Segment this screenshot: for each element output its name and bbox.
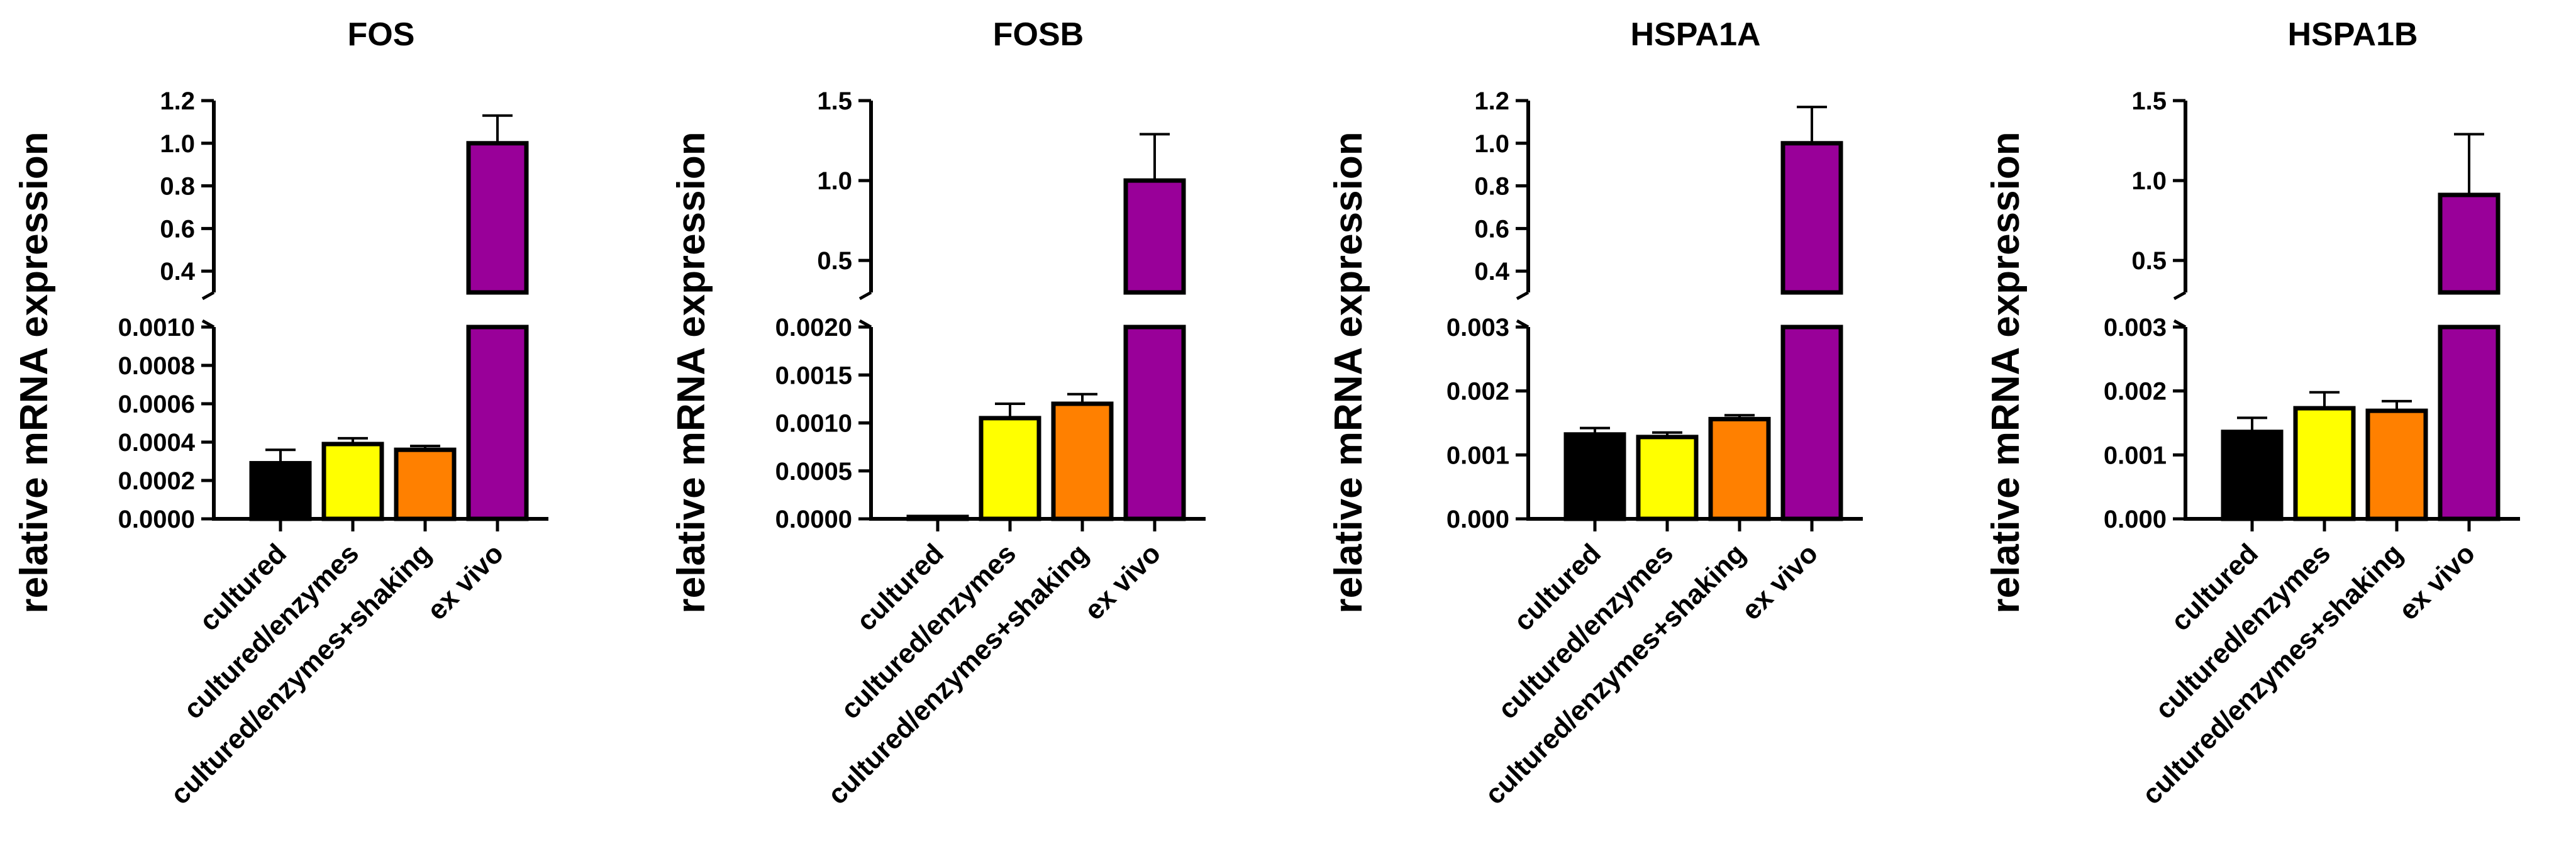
y-tick-label: 0.001 bbox=[1446, 441, 1509, 469]
y-tick-label: 0.4 bbox=[160, 258, 195, 286]
chart-title: FOS bbox=[348, 16, 415, 53]
y-tick-label: 0.003 bbox=[1446, 314, 1509, 341]
bar-2 bbox=[2293, 406, 2356, 521]
x-tick-label: cultured/enzymes+shaking bbox=[2136, 538, 2409, 810]
bar-4-upper bbox=[1123, 178, 1186, 295]
y-tick-label: 1.5 bbox=[817, 87, 852, 115]
bar-4-upper bbox=[466, 141, 529, 295]
y-tick-label: 0.8 bbox=[160, 173, 195, 201]
x-tick-label: ex vivo bbox=[1736, 538, 1824, 626]
chart-panel-hspa1a: HSPA1A relative mRNA expression 0.000 0.001… bbox=[1327, 16, 1863, 811]
bar-4-upper bbox=[2438, 192, 2501, 295]
y-tick-label: 0.003 bbox=[2104, 314, 2167, 341]
x-tick-label: ex vivo bbox=[2393, 538, 2481, 626]
bar-3 bbox=[1708, 416, 1771, 521]
bar-1 bbox=[249, 461, 312, 521]
y-tick-label: 0.0002 bbox=[118, 467, 195, 495]
x-tick-label: cultured/enzymes+shaking bbox=[822, 538, 1094, 810]
y-tick-label: 1.0 bbox=[1474, 130, 1509, 158]
y-tick-label: 0.002 bbox=[1446, 378, 1509, 406]
y-axis-label: relative mRNA expression bbox=[1984, 131, 2028, 613]
x-tick-label: cultured/enzymes+shaking bbox=[165, 538, 437, 810]
y-tick-label: 0.6 bbox=[160, 215, 195, 243]
axis-break-mark bbox=[1516, 291, 1530, 301]
axis-break-mark bbox=[858, 291, 872, 301]
y-tick-label: 0.0005 bbox=[775, 458, 852, 486]
bar-4-lower bbox=[1780, 325, 1843, 521]
bar-1 bbox=[906, 514, 969, 521]
bar-4-upper bbox=[1780, 141, 1843, 295]
y-tick-label: 1.2 bbox=[160, 87, 195, 115]
x-tick-label: cultured/enzymes+shaking bbox=[1479, 538, 1752, 810]
y-tick-label: 1.5 bbox=[2131, 87, 2167, 115]
y-tick-label: 0.8 bbox=[1474, 173, 1509, 201]
y-tick-label: 0.0020 bbox=[775, 314, 852, 341]
y-axis-label: relative mRNA expression bbox=[13, 131, 56, 613]
chart-title: HSPA1B bbox=[2287, 16, 2418, 53]
y-tick-label: 0.5 bbox=[2131, 247, 2167, 275]
y-tick-label: 0.0008 bbox=[118, 352, 195, 380]
bar-3 bbox=[1051, 401, 1114, 521]
y-tick-label: 0.002 bbox=[2104, 378, 2167, 406]
x-tick-label: ex vivo bbox=[421, 538, 509, 626]
y-tick-label: 0.6 bbox=[1474, 215, 1509, 243]
y-tick-label: 0.0010 bbox=[118, 314, 195, 341]
bar-3 bbox=[2365, 408, 2428, 521]
y-tick-label: 0.0000 bbox=[118, 506, 195, 533]
bar-4-lower bbox=[1123, 325, 1186, 521]
y-tick-label: 0.000 bbox=[1446, 506, 1509, 533]
y-tick-label: 0.000 bbox=[2104, 506, 2167, 533]
y-axis-label: relative mRNA expression bbox=[670, 131, 713, 613]
bar-1 bbox=[2221, 430, 2284, 521]
bar-2 bbox=[1636, 435, 1699, 521]
bar-4-lower bbox=[466, 325, 529, 521]
axis-break-mark bbox=[201, 291, 215, 301]
bar-4-lower bbox=[2438, 325, 2501, 521]
y-tick-label: 1.0 bbox=[2131, 167, 2167, 195]
chart-panel-hspa1b: HSPA1B relative mRNA expression 0.000 0.001… bbox=[1984, 16, 2520, 811]
y-tick-label: 0.0015 bbox=[775, 362, 852, 389]
bar-2 bbox=[321, 441, 384, 521]
x-tick-label: ex vivo bbox=[1079, 538, 1167, 626]
chart-title: HSPA1A bbox=[1630, 16, 1760, 53]
bar-3 bbox=[394, 447, 457, 521]
y-tick-label: 1.2 bbox=[1474, 87, 1509, 115]
bar-1 bbox=[1563, 432, 1626, 521]
y-axis-label: relative mRNA expression bbox=[1327, 131, 1370, 613]
chart-title: FOSB bbox=[993, 16, 1084, 53]
y-tick-label: 0.4 bbox=[1474, 258, 1509, 286]
chart-panel-fosb: FOSB relative mRNA expression 0.0000 0.0005… bbox=[670, 16, 1206, 811]
y-tick-label: 0.5 bbox=[817, 247, 852, 275]
y-tick-label: 1.0 bbox=[817, 167, 852, 195]
y-tick-label: 1.0 bbox=[160, 130, 195, 158]
chart-panel-fos: FOS relative mRNA expression 0.0000 0.0002 0… bbox=[13, 16, 548, 811]
bar-2 bbox=[979, 416, 1041, 521]
y-tick-label: 0.0010 bbox=[775, 410, 852, 438]
axis-break-mark bbox=[2173, 291, 2187, 301]
y-tick-label: 0.0006 bbox=[118, 391, 195, 418]
y-tick-label: 0.0000 bbox=[775, 506, 852, 533]
y-tick-label: 0.001 bbox=[2104, 441, 2167, 469]
y-tick-label: 0.0004 bbox=[118, 429, 196, 457]
